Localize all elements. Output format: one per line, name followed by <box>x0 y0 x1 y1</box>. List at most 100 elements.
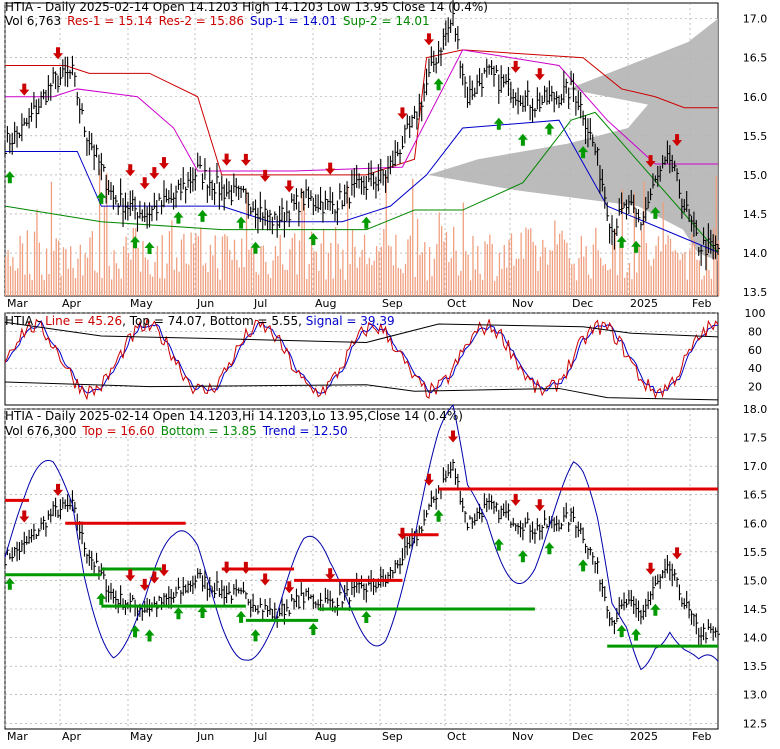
volume-bar <box>224 234 226 296</box>
top-header-text: HTIA - Daily 2025-02-14 Open 14.1203 Hig… <box>5 0 488 14</box>
volume-bar <box>24 274 26 296</box>
buy-arrow-lower <box>130 625 141 638</box>
volume-bar <box>457 275 460 296</box>
volume-bar <box>12 257 14 296</box>
volume-bar <box>414 277 416 296</box>
volume-bar <box>715 175 717 296</box>
volume-bar <box>438 212 440 296</box>
volume-bar <box>103 206 106 296</box>
x-tick-label: Oct <box>447 297 467 310</box>
volume-bar <box>274 246 277 296</box>
buy-arrow <box>4 171 15 184</box>
buy-arrow <box>433 78 444 91</box>
volume-bar <box>578 258 580 296</box>
volume-bar <box>561 230 563 296</box>
sell-arrow-lower <box>325 568 336 581</box>
volume-bar <box>214 235 216 296</box>
volume-bar <box>549 250 551 296</box>
volume-bar <box>50 181 53 296</box>
volume-bar <box>573 263 575 296</box>
volume-bar <box>183 233 185 296</box>
trend-curve <box>4 404 719 671</box>
sell-arrow <box>534 68 545 81</box>
volume-bar <box>62 247 65 296</box>
volume-bar <box>419 254 421 296</box>
volume-bar <box>229 250 231 296</box>
y-tick-label: 17.0 <box>743 460 768 473</box>
volume-bar <box>595 227 597 296</box>
volume-bar <box>390 246 392 296</box>
volume-bar <box>327 252 330 296</box>
volume-bar <box>72 267 74 296</box>
volume-bar <box>185 263 187 296</box>
volume-bar <box>662 202 664 296</box>
y-tick-label: 16.5 <box>743 52 768 65</box>
volume-bar <box>272 260 274 296</box>
volume-bar <box>546 264 549 296</box>
volume-bar <box>652 258 655 296</box>
volume-bar <box>433 258 436 296</box>
volume-bar <box>359 257 361 296</box>
sell-arrow <box>510 60 521 73</box>
volume-bar <box>587 274 590 296</box>
volume-bar <box>718 240 720 296</box>
volume-bar <box>38 242 41 296</box>
volume-bar <box>597 250 599 296</box>
volume-bar <box>416 218 419 296</box>
volume-bar <box>110 279 113 296</box>
sell-arrow <box>240 153 251 166</box>
buy-arrow-lower <box>616 625 627 638</box>
volume-bar <box>701 279 703 296</box>
sell-arrow-lower <box>448 430 459 443</box>
volume-bar <box>542 239 544 296</box>
y-tick-label: 60 <box>748 344 762 357</box>
volume-bar <box>123 246 125 296</box>
buy-arrow-lower <box>4 577 15 590</box>
sell-arrow-lower <box>672 547 683 560</box>
volume-bar <box>200 227 202 296</box>
volume-bar <box>86 257 89 296</box>
x-tick-label: Mar <box>7 297 28 310</box>
volume-bar <box>575 280 578 296</box>
x-tick-label: Nov <box>512 297 534 310</box>
volume-bar <box>36 209 38 296</box>
stoch-line <box>4 318 719 401</box>
volume-bar <box>332 278 334 296</box>
volume-bar <box>339 268 342 296</box>
buy-arrow <box>250 241 261 254</box>
buy-arrow <box>544 122 555 135</box>
volume-bar <box>402 273 404 296</box>
volume-bar <box>212 255 214 296</box>
volume-bar <box>510 233 513 296</box>
volume-bar <box>513 265 515 296</box>
sell-arrow <box>645 155 656 168</box>
volume-bar <box>518 258 520 296</box>
volume-bar <box>149 274 151 296</box>
volume-bar <box>294 233 296 296</box>
sell-arrow-lower <box>52 483 63 496</box>
volume-bar <box>5 256 7 296</box>
volume-bar <box>197 236 200 296</box>
x-tick-label: Aug <box>315 730 336 743</box>
volume-bar <box>238 267 240 296</box>
y-tick-label: 100 <box>745 307 766 320</box>
buy-arrow <box>173 211 184 224</box>
volume-bar <box>672 251 674 296</box>
y-tick-label: 14.5 <box>743 603 768 616</box>
buy-arrow-lower <box>96 592 107 605</box>
volume-bar <box>209 244 212 296</box>
x-tick-label: Apr <box>62 297 82 310</box>
y-tick-label: 14.5 <box>743 208 768 221</box>
volume-bar <box>344 279 346 296</box>
volume-bar <box>607 270 609 296</box>
x-tick-label: Feb <box>692 297 711 310</box>
volume-bar <box>130 259 132 296</box>
buy-arrow-lower <box>544 542 555 555</box>
volume-bar <box>424 242 426 296</box>
x-tick-label: Feb <box>692 730 711 743</box>
volume-bar <box>479 273 481 296</box>
sell-arrow-lower <box>158 564 169 577</box>
volume-bar <box>82 275 84 296</box>
volume-bar <box>571 264 573 296</box>
volume-bar <box>368 257 371 296</box>
